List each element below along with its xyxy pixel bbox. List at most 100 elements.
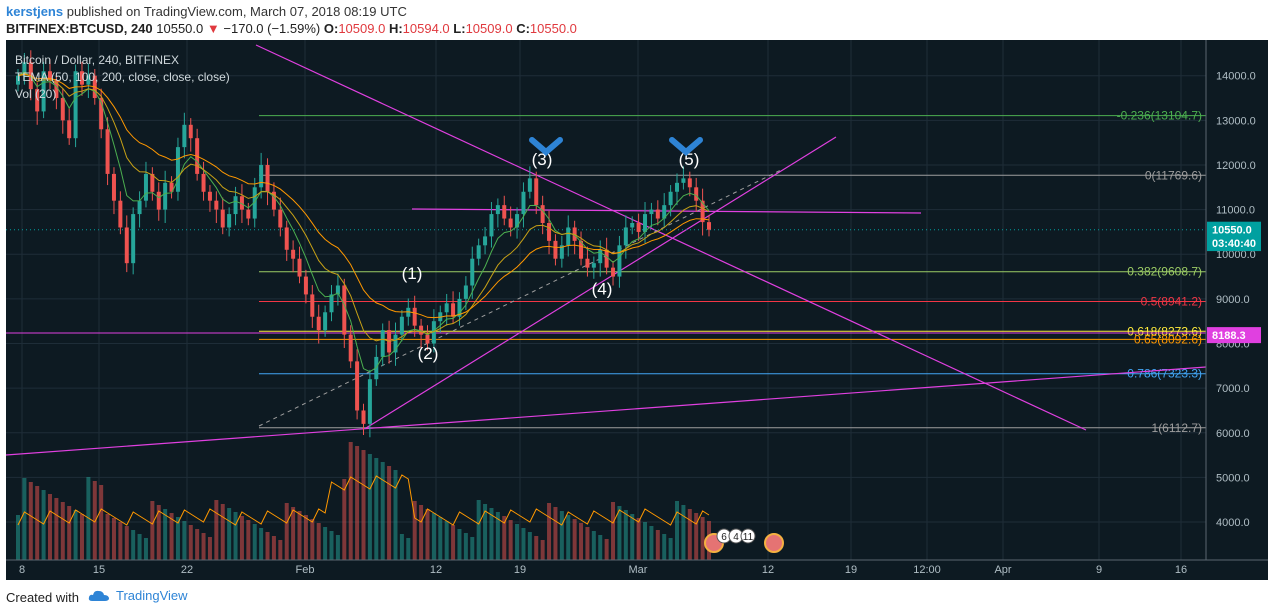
price-tick-label: 10000.0 bbox=[1216, 249, 1256, 261]
volume-bar bbox=[259, 528, 264, 560]
time-axis[interactable]: 8 15 22 Feb 12 19 Mar 12 19 12:00 Apr 9 16 bbox=[6, 559, 1268, 576]
time-tick-label: 12 bbox=[430, 564, 442, 576]
candle-body bbox=[131, 214, 136, 264]
volume-bar bbox=[303, 515, 308, 560]
candle-body bbox=[495, 205, 500, 215]
volume-bar bbox=[329, 531, 334, 560]
wave-label: (1) bbox=[402, 264, 423, 283]
volume-bar bbox=[451, 525, 456, 560]
candle-body bbox=[521, 191, 526, 215]
tradingview-link[interactable]: TradingView bbox=[88, 588, 188, 603]
candle-body bbox=[329, 294, 334, 313]
candle-body bbox=[406, 307, 411, 317]
candle-body bbox=[252, 187, 257, 219]
chart-area[interactable]: -0.236(13104.7) 0(11769.6) 0.382(9608.7) 0.… bbox=[5, 40, 1268, 580]
candle-body bbox=[617, 245, 622, 277]
volume-bar bbox=[233, 512, 238, 560]
time-tick-label: 19 bbox=[845, 564, 857, 576]
candle-body bbox=[16, 75, 20, 85]
price-tick-label: 13000.0 bbox=[1216, 115, 1256, 127]
high-label: H: bbox=[388, 21, 403, 36]
price-change: −170.0 (−1.59%) bbox=[223, 21, 321, 36]
volume-bar bbox=[406, 538, 411, 560]
volume-bar bbox=[163, 509, 168, 560]
volume-bar bbox=[342, 479, 347, 560]
created-with-text: Created with bbox=[6, 590, 79, 605]
volume-bar bbox=[278, 540, 283, 560]
price-tick-label: 6000.0 bbox=[1216, 428, 1250, 440]
wave-labels: (1)(2)(3)(4)(5) bbox=[402, 137, 703, 363]
volume-bar bbox=[195, 529, 200, 560]
volume-bar bbox=[367, 454, 372, 560]
candle-body bbox=[643, 214, 648, 232]
volume-bar bbox=[73, 510, 78, 560]
price-axis-bg bbox=[1206, 40, 1268, 580]
volume-bar bbox=[553, 507, 558, 560]
candle-body bbox=[604, 249, 609, 268]
candle-body bbox=[483, 236, 488, 246]
tema-line bbox=[17, 71, 710, 373]
legend-volume: Vol (20) bbox=[15, 87, 56, 101]
price-tag-label: 03:40:40 bbox=[1212, 238, 1256, 250]
volume-bar bbox=[291, 507, 296, 560]
price-tag bbox=[1207, 327, 1261, 344]
volume-bar bbox=[28, 482, 33, 560]
event-count-label: 6 bbox=[721, 532, 727, 543]
candle-body bbox=[636, 223, 641, 232]
price-tick-label: 12000.0 bbox=[1216, 160, 1256, 172]
tema-line bbox=[17, 73, 710, 319]
price-tick-label: 7000.0 bbox=[1216, 383, 1250, 395]
volume-bar bbox=[79, 514, 84, 560]
candle-body bbox=[335, 285, 340, 295]
candle-body bbox=[534, 178, 539, 206]
candle-body bbox=[265, 164, 270, 192]
candle-body bbox=[47, 71, 52, 81]
chevron-down-icon bbox=[529, 137, 563, 156]
fib-label: 0.618(8273.6) bbox=[1127, 324, 1202, 338]
candle-body bbox=[54, 80, 59, 99]
candle-body bbox=[611, 267, 616, 277]
candles bbox=[16, 50, 711, 438]
volume-bar bbox=[483, 504, 488, 560]
open-label: O: bbox=[323, 21, 339, 36]
candle-body bbox=[681, 178, 686, 183]
candle-body bbox=[214, 200, 219, 210]
volume-bar bbox=[668, 538, 673, 560]
candle-body bbox=[707, 222, 711, 230]
legend-title: Bitcoin / Dollar, 240, BITFINEX bbox=[15, 53, 179, 67]
candle-body bbox=[502, 205, 507, 219]
candle-body bbox=[675, 182, 680, 192]
volume-bar bbox=[547, 503, 552, 560]
time-tick-label: Feb bbox=[296, 564, 315, 576]
volume-bar bbox=[534, 536, 539, 560]
time-tick-label: 22 bbox=[181, 564, 193, 576]
candle-body bbox=[348, 334, 353, 362]
volume-average-line bbox=[17, 474, 710, 526]
candle-body bbox=[662, 205, 667, 219]
wave-label: (4) bbox=[592, 279, 613, 298]
candle-body bbox=[124, 227, 129, 264]
price-chart[interactable]: -0.236(13104.7) 0(11769.6) 0.382(9608.7) 0.… bbox=[5, 40, 1268, 580]
author-link[interactable]: kerstjens bbox=[6, 4, 64, 19]
volume-bar bbox=[323, 527, 328, 560]
candle-body bbox=[22, 62, 27, 76]
candle-body bbox=[207, 191, 212, 201]
volume-bar bbox=[60, 502, 65, 560]
volume-bar bbox=[22, 478, 27, 560]
candle-body bbox=[79, 71, 84, 85]
candle-body bbox=[60, 98, 65, 121]
volume-bar bbox=[649, 526, 654, 560]
publication-info: kerstjens published on TradingView.com, … bbox=[6, 4, 407, 19]
event-badges[interactable]: 6 4 11 bbox=[704, 528, 784, 553]
volume-bar bbox=[35, 486, 40, 560]
volume-bar bbox=[175, 517, 180, 560]
candle-body bbox=[310, 294, 315, 317]
volume-bar bbox=[355, 446, 360, 560]
volume-bar bbox=[675, 501, 680, 560]
volume-bar bbox=[636, 518, 641, 560]
price-axis[interactable]: 4000.05000.06000.07000.08000.09000.01000… bbox=[1205, 40, 1268, 580]
volume-bar bbox=[16, 515, 20, 560]
volume-bar bbox=[598, 535, 603, 560]
candle-body bbox=[118, 200, 123, 228]
volume-bar bbox=[566, 515, 571, 560]
